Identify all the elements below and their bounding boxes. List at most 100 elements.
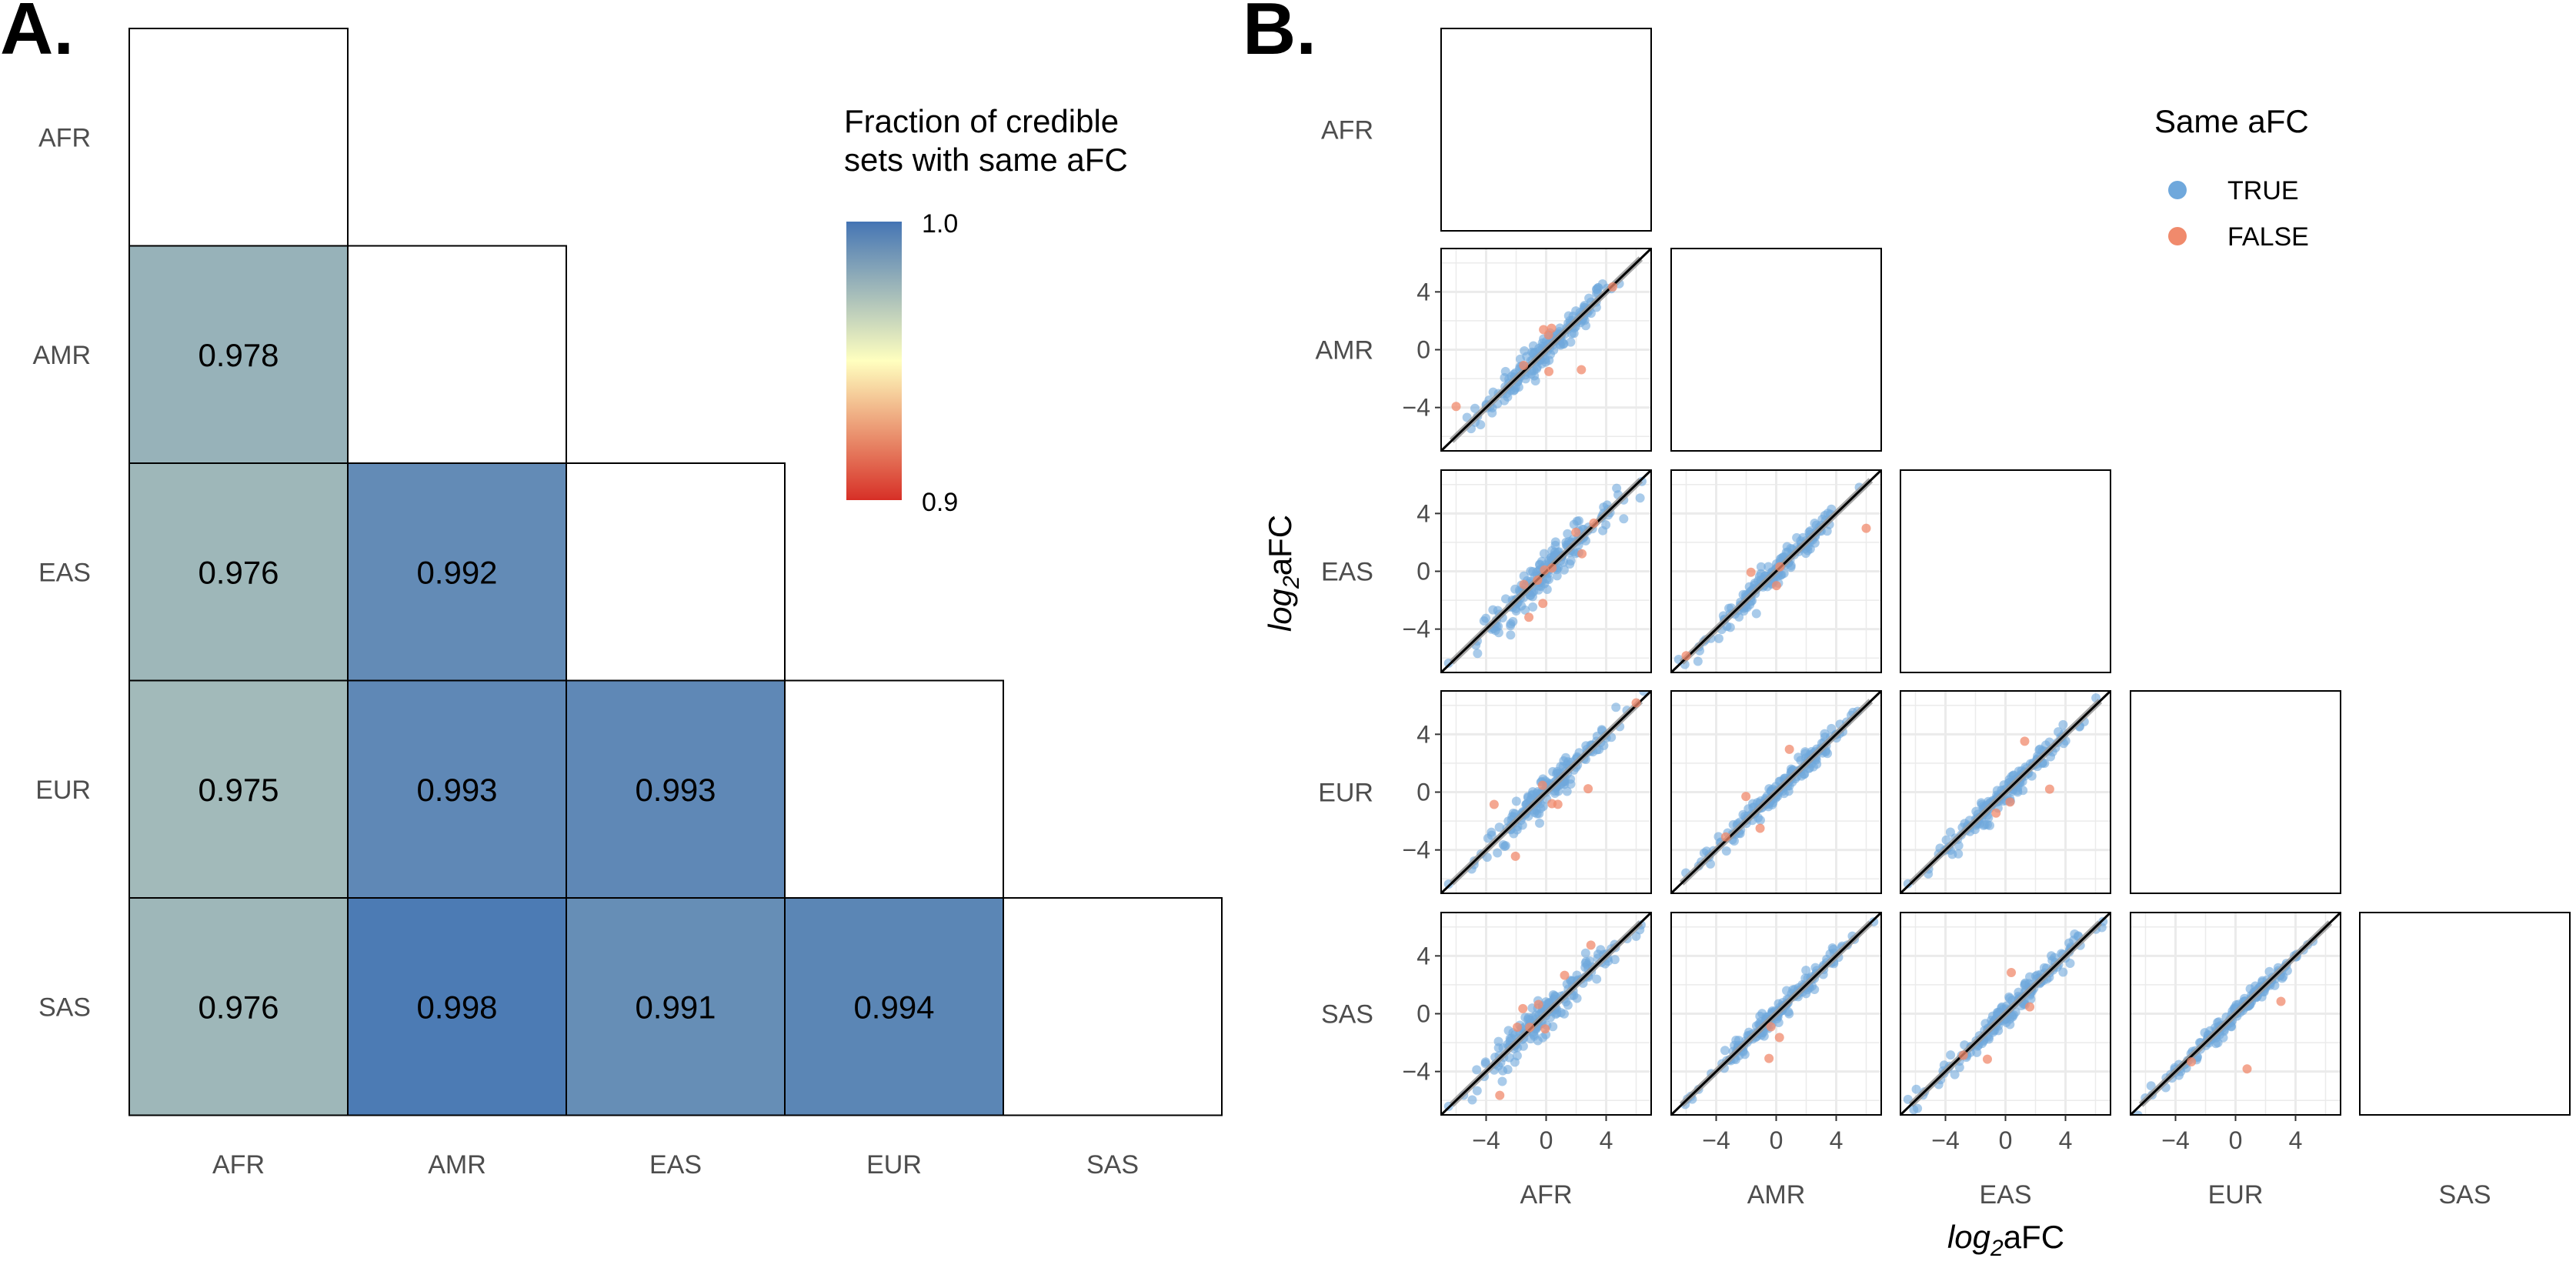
point-true [1721,846,1731,856]
y-tick-label: 0 [1416,336,1430,364]
heatmap-cell [128,679,349,899]
point-true [1911,1084,1921,1094]
point-true [1487,830,1497,840]
x-tick-label: −4 [2161,1126,2189,1154]
facet-points [1900,691,2111,893]
x-axis-title-log: log [1947,1219,1990,1255]
y-axis-title: log2aFC [1262,515,1304,632]
facet-row-label: EAS [1321,558,1373,587]
heatmap-diagonal-cell [566,462,786,682]
y-tick-label: −4 [1403,836,1430,864]
point-true [1497,1076,1507,1086]
point-true [1444,1118,1453,1127]
heatmap-row-label: EAS [38,558,91,587]
point-true [1756,562,1766,572]
point-true [1503,1026,1513,1036]
point-false [1495,1090,1505,1100]
point-false [1544,366,1554,376]
heatmap-cell-value: 0.976 [198,554,279,590]
point-true [1472,1086,1482,1096]
point-true [1598,526,1608,536]
facet-points [1900,913,2111,1115]
point-true [1597,725,1607,735]
point-false [1489,799,1499,809]
point-false [1608,282,1618,292]
point-true [1512,1051,1522,1061]
identity-line [1900,691,2111,893]
heatmap-diagonal-cell [128,28,349,247]
point-true [1748,799,1758,809]
heatmap-cell [347,462,567,682]
point-true [1470,403,1480,413]
x-tick-label: 0 [2229,1126,2243,1154]
point-true [1552,571,1562,581]
point-true [1612,483,1622,493]
point-false [1861,523,1871,533]
point-false [1784,744,1794,754]
point-true [1946,1050,1956,1060]
point-false [1560,970,1570,980]
point-true [1529,1029,1539,1039]
heatmap-row-label: AMR [32,341,91,370]
point-true [1755,1011,1765,1021]
y-axis-title-log: log [1262,589,1298,632]
facet-points [1671,691,1881,893]
facet-grid: −4 0 4 −4 0 4 −4 0 4 −4 0 4 −4 0 4 −4 0 4 −4 0 4 −4 0 4 AFR AMR EA… [1315,28,2571,1210]
y-tick-label: 0 [1416,1000,1430,1028]
identity-line [1441,249,1651,451]
facet-border [1670,469,1882,673]
facet-border [1670,690,1882,894]
heatmap-col-label: SAS [1086,1150,1139,1180]
point-true [1913,1103,1923,1113]
identity-line [1671,913,1881,1115]
point-false [1583,784,1593,794]
point-false [1519,579,1529,589]
point-true [1536,803,1546,813]
point-false [1589,518,1599,528]
point-false [1451,402,1461,412]
heatmap-col-label: EUR [866,1150,922,1180]
point-false [1510,851,1520,861]
point-true [1511,796,1521,806]
point-false [1720,832,1730,842]
legend-false-label: FALSE [2227,222,2309,252]
facet-col-label: EUR [2208,1180,2264,1210]
point-false [1586,940,1596,950]
point-false [2044,784,2054,794]
scatter-legend-title: Same aFC [2154,103,2309,139]
point-false [1519,360,1529,370]
point-false [1518,1003,1528,1013]
point-true [1493,1036,1503,1046]
point-false [1524,612,1534,622]
facet-eur-amr [1670,690,1882,894]
point-false [1553,799,1563,809]
point-true [1619,514,1629,524]
point-true [1510,385,1520,395]
heatmap-cell [566,679,786,899]
legend-true-swatch [2168,181,2187,199]
panel-b-label: B. [1243,0,1316,70]
x-tick-label: −4 [1702,1126,1730,1154]
point-true [2040,759,2050,769]
facet-empty [1440,28,1652,232]
point-false [1775,562,1785,572]
x-tick-label: 0 [1999,1126,2013,1154]
point-true [1473,649,1483,659]
point-false [1513,1022,1523,1032]
colorbar-label-min: 0.9 [922,488,958,517]
x-tick-label: 0 [1770,1126,1784,1154]
y-axis-title-suffix: aFC [1262,515,1298,576]
point-false [1547,563,1557,573]
point-true [1782,986,1792,996]
point-true [1713,633,1723,643]
point-false [1764,1053,1774,1063]
x-tick-label: 4 [2059,1126,2073,1154]
y-tick-label: 0 [1416,779,1430,806]
point-false [2020,736,2030,746]
x-tick-label: 4 [1830,1126,1844,1154]
point-true [2050,953,2060,963]
y-tick-label: −4 [1403,1058,1430,1086]
y-tick-label: 0 [1416,558,1430,586]
heatmap-diagonal-cell [347,245,567,464]
